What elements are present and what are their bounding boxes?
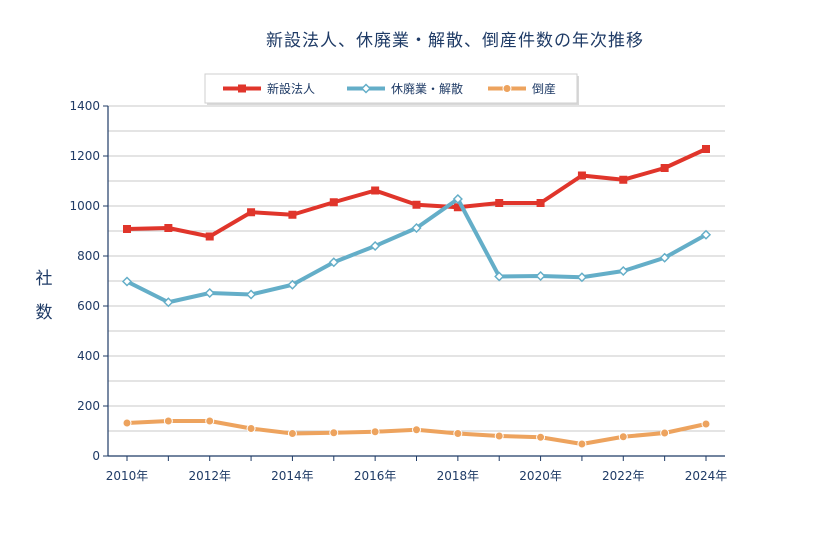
data-point: [494, 271, 505, 282]
data-point: [123, 225, 131, 233]
series-0: [123, 145, 710, 241]
data-point: [536, 432, 546, 442]
y-tick-label: 200: [77, 399, 100, 413]
data-point: [535, 270, 546, 282]
y-tick-label: 1200: [69, 149, 100, 163]
data-point: [288, 210, 297, 219]
data-point: [411, 222, 422, 234]
legend-marker: [502, 84, 512, 93]
legend-label: 新設法人: [267, 81, 315, 96]
data-point: [577, 171, 586, 180]
data-point: [412, 425, 421, 435]
data-point: [577, 439, 587, 449]
legend-label: 倒産: [532, 81, 556, 96]
data-point: [495, 199, 504, 207]
x-tick-label: 2022年: [602, 469, 645, 483]
data-point: [452, 193, 463, 205]
x-tick-label: 2024年: [685, 469, 728, 483]
data-point: [618, 432, 628, 442]
data-point: [329, 198, 338, 207]
data-point: [702, 145, 710, 153]
legend-marker: [238, 84, 246, 93]
x-tick-label: 2020年: [519, 469, 562, 483]
series-layer: [121, 145, 712, 449]
data-point: [246, 424, 256, 433]
data-point: [328, 257, 339, 268]
data-point: [370, 240, 381, 252]
data-point: [121, 276, 133, 287]
y-tick-label: 1400: [69, 99, 100, 113]
data-point: [536, 199, 545, 207]
data-point: [494, 431, 504, 441]
y-tick-label: 1000: [69, 199, 100, 213]
series-line: [125, 197, 708, 305]
data-point: [205, 232, 214, 241]
data-point: [287, 279, 298, 290]
data-point: [412, 200, 421, 209]
chart-title: 新設法人、休廃業・解散、倒産件数の年次推移: [266, 31, 644, 51]
y-tick-label: 800: [77, 249, 100, 263]
data-point: [370, 427, 380, 437]
data-point: [246, 289, 257, 300]
data-point: [163, 297, 174, 308]
data-point: [163, 416, 173, 426]
x-tick-label: 2014年: [271, 469, 314, 483]
legend-marker: [360, 83, 372, 94]
data-point: [660, 428, 670, 438]
y-tick-label: 0: [92, 449, 100, 463]
series-1: [121, 193, 712, 308]
data-point: [576, 272, 587, 283]
legend: 新設法人 休廃業・解散 倒産: [204, 73, 579, 105]
x-tick-label: 2010年: [106, 469, 149, 483]
legend-label: 休廃業・解散: [391, 81, 463, 96]
data-point: [453, 203, 462, 212]
data-point: [204, 287, 215, 299]
data-point: [287, 429, 297, 438]
data-point: [659, 252, 670, 263]
data-point: [453, 429, 463, 438]
x-tick-label: 2016年: [354, 469, 397, 483]
y-tick-label: 600: [77, 299, 100, 313]
x-tick-label: 2018年: [437, 469, 480, 483]
data-point: [701, 419, 711, 429]
data-point: [618, 265, 629, 277]
data-point: [205, 416, 215, 426]
data-point: [329, 428, 339, 438]
y-tick-label: 400: [77, 349, 100, 363]
data-point: [619, 175, 628, 184]
data-point: [371, 186, 380, 195]
series-2: [122, 416, 711, 449]
data-point: [164, 224, 173, 232]
legend-box: [204, 73, 578, 104]
data-point: [660, 164, 669, 172]
y-axis-label: 社数: [35, 269, 53, 323]
data-point: [122, 418, 132, 428]
x-tick-label: 2012年: [188, 469, 231, 483]
axes: 0 200 400 600 800 1000 1200 1400 2010年 2012年 2014年…: [69, 99, 727, 483]
data-point: [247, 208, 256, 217]
data-point: [700, 229, 712, 240]
